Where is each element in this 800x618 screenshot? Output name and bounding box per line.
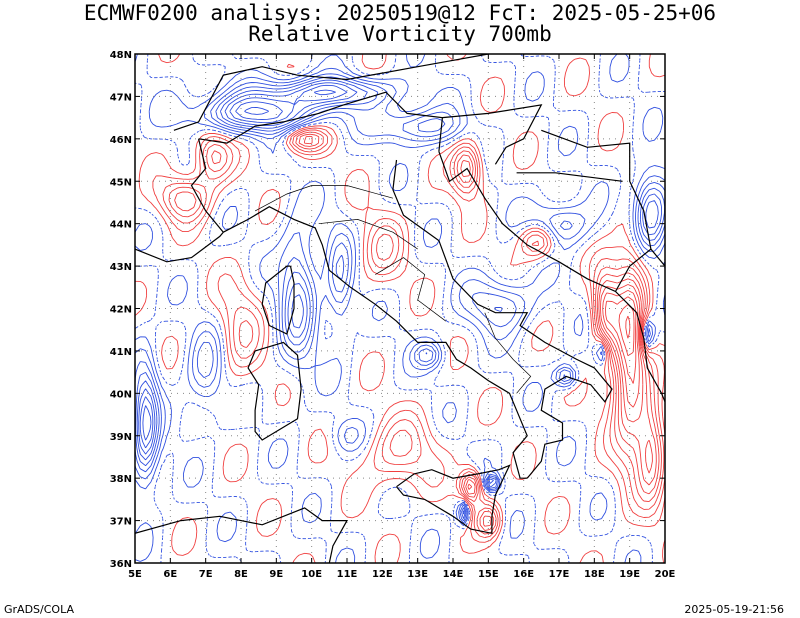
coastline <box>541 129 652 250</box>
lat-tick-label: 48N <box>110 50 132 61</box>
lon-tick-label: 13E <box>407 569 428 580</box>
axis-ticks: 5E 6E 7E 8E 9E 10E 11E 12E 13E 14E 15E 16E 17E 18E 19E… <box>110 50 676 580</box>
lon-tick-label: 15E <box>478 569 499 580</box>
lat-tick-label: 41N <box>110 347 132 358</box>
region-border <box>254 185 393 212</box>
lat-tick-label: 39N <box>110 432 132 443</box>
coastline <box>261 265 295 335</box>
coastline <box>614 248 665 292</box>
vorticity-contour <box>244 106 269 115</box>
lat-tick-label: 36N <box>110 559 132 570</box>
coastline <box>247 341 302 441</box>
coastline <box>438 151 665 403</box>
vorticity-contour <box>135 76 665 520</box>
lon-tick-label: 11E <box>337 569 358 580</box>
vorticity-contour <box>152 127 665 543</box>
lat-tick-label: 43N <box>110 262 132 273</box>
lon-tick-label: 20E <box>655 569 676 580</box>
lat-tick-label: 42N <box>110 305 132 316</box>
lon-tick-label: 17E <box>549 569 570 580</box>
coastline <box>135 231 224 263</box>
lon-tick-label: 6E <box>163 569 177 580</box>
lat-tick-label: 46N <box>110 135 132 146</box>
coastline <box>198 91 444 152</box>
coastline <box>396 464 511 535</box>
region-border <box>318 219 418 250</box>
vorticity-contour <box>602 289 640 408</box>
vorticity-contour <box>162 129 665 539</box>
vorticity-contour <box>139 84 348 449</box>
vorticity-contour <box>135 54 665 563</box>
lon-tick-label: 16E <box>513 569 534 580</box>
coastline <box>516 172 623 182</box>
title-line-1: ECMWF0200 analisys: 20250519@12 FcT: 202… <box>83 1 717 25</box>
coastline <box>223 206 528 479</box>
lat-tick-label: 37N <box>110 517 132 528</box>
lon-tick-label: 14E <box>443 569 464 580</box>
vorticity-contour <box>135 67 665 524</box>
vorticity-contour <box>605 296 637 384</box>
lat-tick-label: 44N <box>110 220 132 231</box>
title-line-2: Relative Vorticity 700mb <box>248 22 552 46</box>
vorticity-contour <box>467 284 653 490</box>
coastline <box>297 54 489 81</box>
lat-tick-label: 45N <box>110 177 132 188</box>
contour-field <box>135 54 665 563</box>
footer-software: GrADS/COLA <box>4 603 74 616</box>
region-border <box>375 257 447 322</box>
vorticity-contour <box>625 315 631 339</box>
vorticity-contour <box>168 131 662 535</box>
region-border <box>484 312 532 394</box>
lon-tick-label: 8E <box>234 569 248 580</box>
vorticity-contour <box>135 54 665 563</box>
coastline <box>442 104 543 165</box>
coastline <box>135 507 349 563</box>
vorticity-contour <box>138 82 659 484</box>
coastlines <box>135 54 665 563</box>
lon-tick-label: 7E <box>199 569 213 580</box>
lon-tick-label: 19E <box>619 569 640 580</box>
coastline <box>392 159 613 479</box>
vorticity-contour <box>142 89 336 441</box>
vorticity-contour <box>135 73 665 522</box>
lat-tick-label: 40N <box>110 389 132 400</box>
footer-timestamp: 2025-05-19-21:56 <box>684 603 784 616</box>
lat-tick-label: 38N <box>110 474 132 485</box>
lon-tick-label: 18E <box>584 569 605 580</box>
lon-tick-label: 12E <box>372 569 393 580</box>
coastline <box>173 66 298 131</box>
lon-tick-label: 5E <box>128 569 142 580</box>
lon-tick-label: 9E <box>269 569 283 580</box>
lat-tick-label: 47N <box>110 92 132 103</box>
coastline <box>190 138 224 233</box>
lon-tick-label: 10E <box>301 569 322 580</box>
vorticity-contour <box>303 135 657 527</box>
vorticity-contour <box>618 304 635 357</box>
